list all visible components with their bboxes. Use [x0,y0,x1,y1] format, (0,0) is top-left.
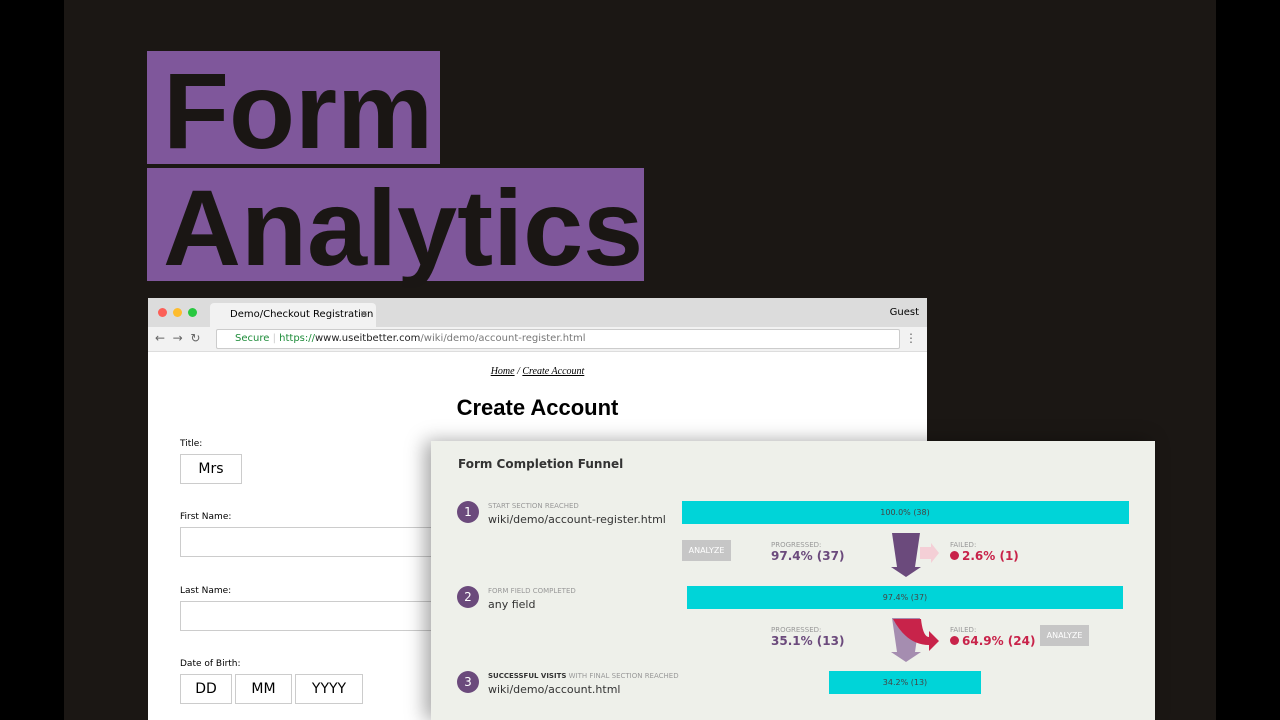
progressed-value: 35.1% (13) [771,634,845,648]
bar-label: 34.2% (13) [882,678,928,687]
secure: Secure [235,333,270,344]
failed-label: FAILED: [950,626,977,634]
funnel-bar: 97.4% (37) [687,586,1123,609]
step-name: wiki/demo/account.html [488,683,621,696]
dob-input[interactable]: YYYY [295,674,363,704]
crumb[interactable]: Create Account [522,366,585,377]
dob-input[interactable]: MM [235,674,292,704]
progressed-value: 97.4% (37) [771,549,845,563]
progressed-label: PROGRESSED: [771,541,822,549]
fail-arrow [920,543,939,563]
step-name: wiki/demo/account-register.html [488,513,666,526]
tab-title: Demo/Checkout Registration [230,309,374,320]
url-host: www.useitbetter.com [315,333,421,344]
funnel-title: Form Completion Funnel [458,457,624,471]
crumb[interactable]: Home [490,366,515,377]
step-kind-text: FORM FIELD COMPLETED [488,587,576,595]
step-kind-text: SUCCESSFUL VISITS [488,672,567,680]
progressed-label: PROGRESSED: [771,626,822,634]
page-heading: Create Account [456,395,619,420]
breadcrumb: Home / Create Account [148,366,927,377]
analyze-button[interactable]: ANALYZE [1040,625,1089,646]
failed-icon [950,636,959,645]
failed-icon [950,551,959,560]
funnel-panel: Form Completion Funnel 1 START SECTION RE… [431,441,1155,720]
title-input[interactable]: Mrs [180,454,242,484]
step-name: any field [488,598,536,611]
funnel-bar: 100.0% (38) [681,501,1129,524]
step-kind-text: START SECTION REACHED [488,502,579,510]
last-name-input[interactable] [180,601,480,631]
step-number: 2 [457,586,479,608]
url-path: /wiki/demo/account-register.html [420,333,586,344]
bar-label: 100.0% (38) [880,508,930,517]
field-label: Title: [180,439,203,449]
funnel-bar: 34.2% (13) [828,671,982,694]
field-label: Date of Birth: [180,659,241,669]
step-kind: FORM FIELD COMPLETED [488,587,576,595]
step-kind-suffix: WITH FINAL SECTION REACHED [568,672,679,680]
dob-input[interactable]: DD [180,674,232,704]
funnel-arrows [891,533,939,662]
menu[interactable]: ⋮ [905,331,917,345]
toolbar: ← → ↻ Secure | https://www.useitbetter.c… [148,327,927,352]
crumb-sep: / [517,366,520,377]
nav-buttons[interactable]: ← → ↻ [155,331,201,345]
progress-arrow [891,533,921,577]
address-bar[interactable]: Secure | https://www.useitbetter.com/wik… [216,329,900,349]
analyze-button[interactable]: ANALYZE [682,540,731,561]
failed-value: 2.6% (1) [962,549,1019,563]
hero-line: Form [147,51,440,165]
fail-arrow [893,619,939,651]
failed-label: FAILED: [950,541,977,549]
step-kind: START SECTION REACHED [488,502,579,510]
tab-strip: Demo/Checkout Registration × Guest [148,298,927,327]
close-dot[interactable] [158,308,167,317]
step-kind: SUCCESSFUL VISITS WITH FINAL SECTION REA… [488,672,679,680]
field-label: Last Name: [180,586,232,596]
step-number: 1 [457,501,479,523]
bar-label: 97.4% (37) [882,593,928,602]
url-scheme: https:// [279,333,315,344]
tab[interactable]: Demo/Checkout Registration × [210,303,376,327]
min-dot[interactable] [173,308,182,317]
max-dot[interactable] [188,308,197,317]
failed-value: 64.9% (24) [962,634,1036,648]
first-name-input[interactable] [180,527,480,557]
field-label: First Name: [180,512,232,522]
hero-line: Analytics [147,168,644,282]
user[interactable]: Guest [889,307,919,318]
step-number: 3 [457,671,479,693]
